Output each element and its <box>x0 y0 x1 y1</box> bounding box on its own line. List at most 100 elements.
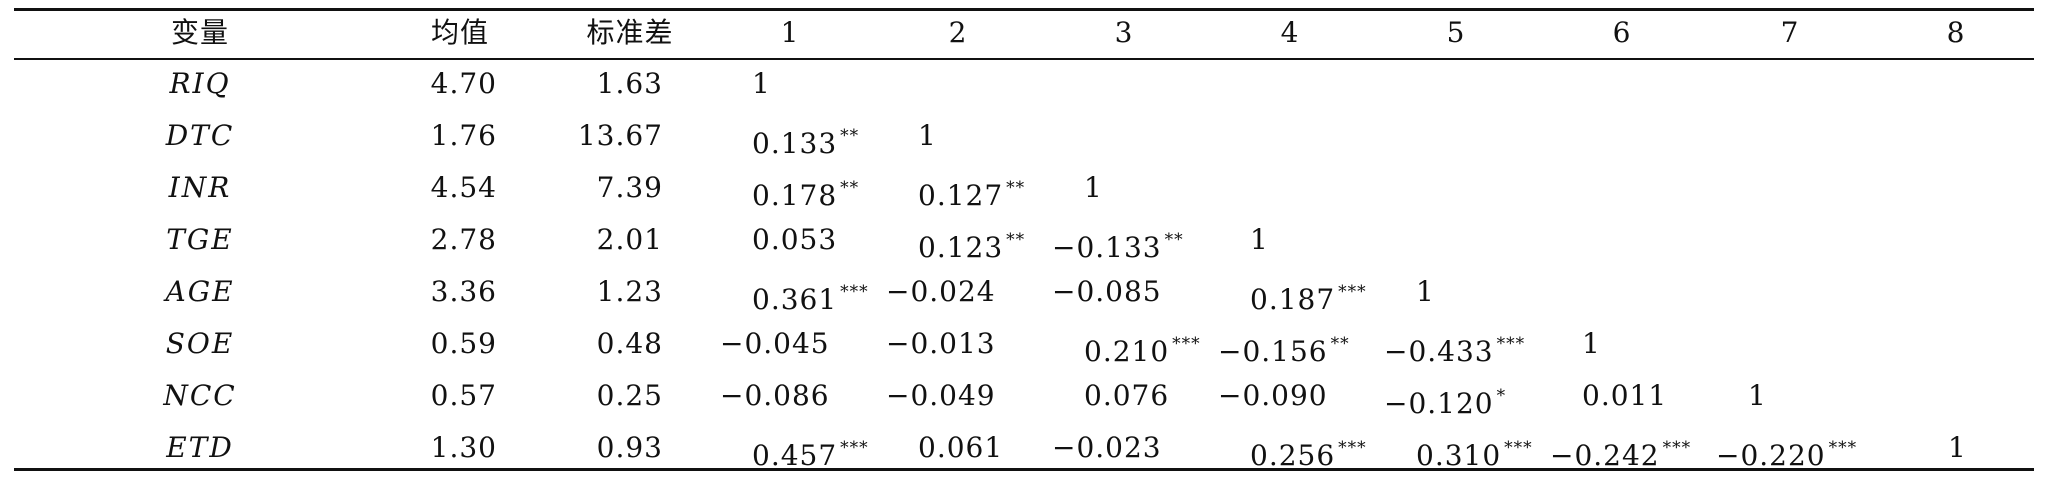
correlation-cell: −0.013 <box>886 326 996 362</box>
correlation-cell: −0.024 <box>886 274 996 310</box>
correlation-cell: 1 <box>1416 274 1435 310</box>
correlation-value: 0.457 <box>752 439 838 472</box>
significance-stars: ** <box>840 126 860 146</box>
sd-value: 0.93 <box>596 431 663 464</box>
correlation-value: 0.123 <box>918 231 1004 264</box>
correlation-value: 0.061 <box>918 431 1004 464</box>
mean-value: 1.30 <box>430 431 497 464</box>
correlation-cell: −0.242 *** <box>1550 430 1691 474</box>
correlation-value: −0.242 <box>1550 439 1660 472</box>
correlation-value: 0.053 <box>752 223 838 256</box>
correlation-value: 0.310 <box>1416 439 1502 472</box>
correlation-cell: 0.361 *** <box>752 274 869 318</box>
correlation-value: −0.045 <box>720 327 830 360</box>
significance-stars: *** <box>840 282 869 302</box>
sd-value: 7.39 <box>596 171 663 204</box>
column-header: 标准差 <box>586 16 674 49</box>
significance-stars: * <box>1496 386 1507 406</box>
correlation-value: 0.127 <box>918 179 1004 212</box>
sd-value: 1.23 <box>596 275 663 308</box>
correlation-cell: 1 <box>1948 430 1967 466</box>
significance-stars: ** <box>840 178 860 198</box>
correlation-value: −0.086 <box>720 379 830 412</box>
correlation-value: 0.133 <box>752 127 838 160</box>
correlation-value: −0.120 <box>1384 387 1494 420</box>
correlation-cell: −0.156 ** <box>1218 326 1350 370</box>
correlation-cell: 0.011 <box>1582 378 1667 414</box>
correlation-value: −0.133 <box>1052 231 1162 264</box>
correlation-cell: −0.045 <box>720 326 830 362</box>
sd-value: 1.63 <box>596 67 663 100</box>
correlation-cell: 0.256 *** <box>1250 430 1367 474</box>
correlation-cell: 1 <box>1582 326 1601 362</box>
correlation-value: 0.210 <box>1084 335 1170 368</box>
correlation-value: 1 <box>918 119 937 152</box>
correlation-cell: 0.178 ** <box>752 170 859 214</box>
variable-name: AGE <box>165 275 235 308</box>
variable-name: RIQ <box>169 67 231 100</box>
column-header: 变量 <box>170 16 230 49</box>
correlation-cell: 1 <box>752 66 771 102</box>
correlation-cell: −0.085 <box>1052 274 1162 310</box>
correlation-value: −0.023 <box>1052 431 1162 464</box>
variable-name: NCC <box>163 379 237 412</box>
correlation-cell: 0.123 ** <box>918 222 1025 266</box>
correlation-value: −0.156 <box>1218 335 1328 368</box>
table-bottom-rule <box>14 468 2034 471</box>
mean-value: 1.76 <box>430 119 497 152</box>
correlation-cell: −0.133 ** <box>1052 222 1184 266</box>
correlation-value: 0.256 <box>1250 439 1336 472</box>
table-header-rule <box>14 58 2034 60</box>
mean-value: 3.36 <box>430 275 497 308</box>
correlation-value: −0.085 <box>1052 275 1162 308</box>
correlation-cell: 0.187 *** <box>1250 274 1367 318</box>
correlation-value: 1 <box>1084 171 1103 204</box>
correlation-value: 1 <box>1250 223 1269 256</box>
variable-name: DTC <box>165 119 235 152</box>
correlation-cell: 0.133 ** <box>752 118 859 162</box>
variable-name: INR <box>168 171 232 204</box>
correlation-cell: −0.120 * <box>1384 378 1506 422</box>
column-header: 3 <box>1114 16 1134 49</box>
correlation-cell: 0.076 <box>1084 378 1169 414</box>
mean-value: 2.78 <box>430 223 497 256</box>
sd-value: 2.01 <box>596 223 663 256</box>
column-header: 7 <box>1780 16 1800 49</box>
column-header: 6 <box>1612 16 1632 49</box>
correlation-value: 0.361 <box>752 283 838 316</box>
column-header: 1 <box>780 16 800 49</box>
correlation-cell: 0.457 *** <box>752 430 869 474</box>
sd-value: 0.48 <box>596 327 663 360</box>
correlation-cell: 0.210 *** <box>1084 326 1201 370</box>
correlation-cell: −0.023 <box>1052 430 1162 466</box>
correlation-cell: 1 <box>1084 170 1103 206</box>
significance-stars: ** <box>1006 178 1026 198</box>
correlation-value: −0.024 <box>886 275 996 308</box>
correlation-cell: 1 <box>918 118 937 154</box>
correlation-cell: 0.310 *** <box>1416 430 1533 474</box>
significance-stars: ** <box>1330 334 1350 354</box>
significance-stars: *** <box>1338 282 1367 302</box>
mean-value: 4.54 <box>430 171 497 204</box>
correlation-cell: −0.086 <box>720 378 830 414</box>
mean-value: 0.59 <box>430 327 497 360</box>
correlation-value: 1 <box>1582 327 1601 360</box>
variable-name: SOE <box>165 327 235 360</box>
mean-value: 0.57 <box>430 379 497 412</box>
correlation-cell: −0.433 *** <box>1384 326 1525 370</box>
column-header: 2 <box>948 16 968 49</box>
significance-stars: *** <box>1338 438 1367 458</box>
correlation-value: 1 <box>752 67 771 100</box>
sd-value: 0.25 <box>596 379 663 412</box>
column-header: 8 <box>1946 16 1966 49</box>
variable-name: ETD <box>166 431 234 464</box>
significance-stars: *** <box>840 438 869 458</box>
correlation-value: 1 <box>1948 431 1967 464</box>
correlation-value: 0.011 <box>1582 379 1668 412</box>
significance-stars: *** <box>1504 438 1533 458</box>
significance-stars: *** <box>1828 438 1858 458</box>
correlation-value: −0.090 <box>1218 379 1328 412</box>
correlation-value: −0.049 <box>886 379 996 412</box>
correlation-cell: −0.220 *** <box>1716 430 1857 474</box>
column-header: 4 <box>1280 16 1300 49</box>
